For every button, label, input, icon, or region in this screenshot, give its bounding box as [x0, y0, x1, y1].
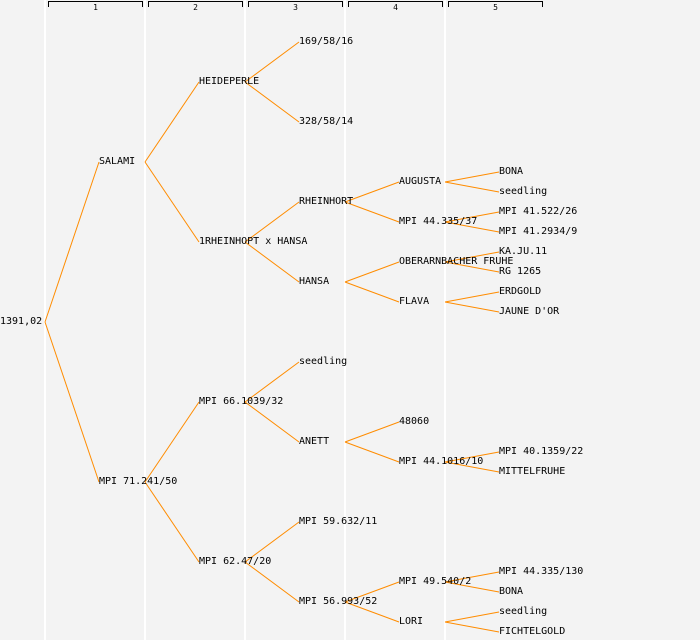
pedigree-edge	[344, 441, 400, 463]
generation-number: 4	[393, 3, 398, 12]
generation-header-3: 3	[248, 1, 343, 12]
pedigree-edge	[144, 81, 200, 163]
column-separator	[244, 0, 246, 640]
ancestor-node[interactable]: ERDGOLD	[499, 286, 542, 297]
ancestor-node[interactable]: OBERARNBACHER FRUHE	[399, 256, 514, 267]
ancestor-node[interactable]: MPI 44.335/130	[499, 566, 584, 577]
pedigree-edge	[444, 581, 500, 593]
pedigree-edge	[44, 161, 100, 323]
ancestor-node[interactable]: seedling	[499, 606, 548, 617]
ancestor-node[interactable]: seedling	[299, 356, 348, 367]
generation-header-4: 4	[348, 1, 443, 12]
column-separator	[444, 0, 446, 640]
pedigree-edge	[444, 461, 500, 473]
ancestor-node[interactable]: MPI 56.993/52	[299, 596, 378, 607]
generation-header-2: 2	[148, 1, 243, 12]
column-separator	[44, 0, 46, 640]
ancestor-node[interactable]: HEIDEPERLE	[199, 76, 260, 87]
ancestor-node[interactable]: MPI 41.2934/9	[499, 226, 578, 237]
generation-number: 2	[193, 3, 198, 12]
ancestor-node[interactable]: AUGUSTA	[399, 176, 442, 187]
ancestor-node[interactable]: KA.JU.11	[499, 246, 548, 257]
root-node[interactable]: 1391,02	[0, 316, 43, 327]
pedigree-edge	[144, 161, 200, 243]
ancestor-node[interactable]: FICHTELGOLD	[499, 626, 566, 637]
ancestor-node[interactable]: BONA	[499, 586, 524, 597]
pedigree-edge	[444, 261, 500, 273]
pedigree-edge	[444, 251, 500, 263]
ancestor-node[interactable]: 48060	[399, 416, 430, 427]
pedigree-edge	[344, 581, 400, 603]
pedigree-edge	[444, 621, 500, 633]
pedigree-edge	[44, 321, 100, 483]
column-separator	[344, 0, 346, 640]
pedigree-edge	[244, 561, 300, 603]
pedigree-edge	[244, 521, 300, 563]
ancestor-node[interactable]: RHEINHORT	[299, 196, 354, 207]
generation-number: 5	[493, 3, 498, 12]
generation-number: 3	[293, 3, 298, 12]
ancestor-node[interactable]: MPI 44.1016/10	[399, 456, 484, 467]
pedigree-edge	[244, 401, 300, 443]
pedigree-edge	[344, 201, 400, 223]
pedigree-edge	[244, 361, 300, 403]
ancestor-node[interactable]: MPI 49.540/2	[399, 576, 472, 587]
pedigree-edge	[444, 451, 500, 463]
pedigree-edge	[444, 291, 500, 303]
pedigree-edge	[244, 201, 300, 243]
ancestor-node[interactable]: MPI 41.522/26	[499, 206, 578, 217]
pedigree-edge	[144, 401, 200, 483]
column-separator	[144, 0, 146, 640]
pedigree-edge	[344, 421, 400, 443]
ancestor-node[interactable]: 169/58/16	[299, 36, 354, 47]
ancestor-node[interactable]: LORI	[399, 616, 424, 627]
ancestor-node[interactable]: MPI 40.1359/22	[499, 446, 584, 457]
pedigree-edge	[444, 301, 500, 313]
ancestor-node[interactable]: BONA	[499, 166, 524, 177]
pedigree-edge	[444, 571, 500, 583]
pedigree-edge	[244, 41, 300, 83]
ancestor-node[interactable]: ANETT	[299, 436, 330, 447]
pedigree-edge	[444, 181, 500, 193]
ancestor-node[interactable]: MITTELFRUHE	[499, 466, 566, 477]
ancestor-node[interactable]: HANSA	[299, 276, 330, 287]
pedigree-edge	[444, 611, 500, 623]
ancestor-node[interactable]: 1RHEINHOPT x HANSA	[199, 236, 308, 247]
pedigree-edge	[244, 81, 300, 123]
ancestor-node[interactable]: MPI 59.632/11	[299, 516, 378, 527]
ancestor-node[interactable]: 328/58/14	[299, 116, 354, 127]
ancestor-node[interactable]: SALAMI	[99, 156, 136, 167]
pedigree-edge	[444, 211, 500, 223]
generation-header-1: 1	[48, 1, 143, 12]
ancestor-node[interactable]: MPI 62.47/20	[199, 556, 272, 567]
ancestor-node[interactable]: MPI 71.241/50	[99, 476, 178, 487]
ancestor-node[interactable]: MPI 44.335/37	[399, 216, 478, 227]
pedigree-edge	[344, 601, 400, 623]
ancestor-node[interactable]: FLAVA	[399, 296, 430, 307]
pedigree-edge	[244, 241, 300, 283]
generation-number: 1	[93, 3, 98, 12]
pedigree-edge	[344, 281, 400, 303]
pedigree-edge	[144, 481, 200, 563]
pedigree-edge	[344, 181, 400, 203]
ancestor-node[interactable]: RG 1265	[499, 266, 542, 277]
generation-header-5: 5	[448, 1, 543, 12]
pedigree-edge	[444, 171, 500, 183]
ancestor-node[interactable]: seedling	[499, 186, 548, 197]
ancestor-node[interactable]: MPI 66.1039/32	[199, 396, 284, 407]
pedigree-edge	[344, 261, 400, 283]
ancestor-node[interactable]: JAUNE D'OR	[499, 306, 560, 317]
pedigree-edge	[444, 221, 500, 233]
